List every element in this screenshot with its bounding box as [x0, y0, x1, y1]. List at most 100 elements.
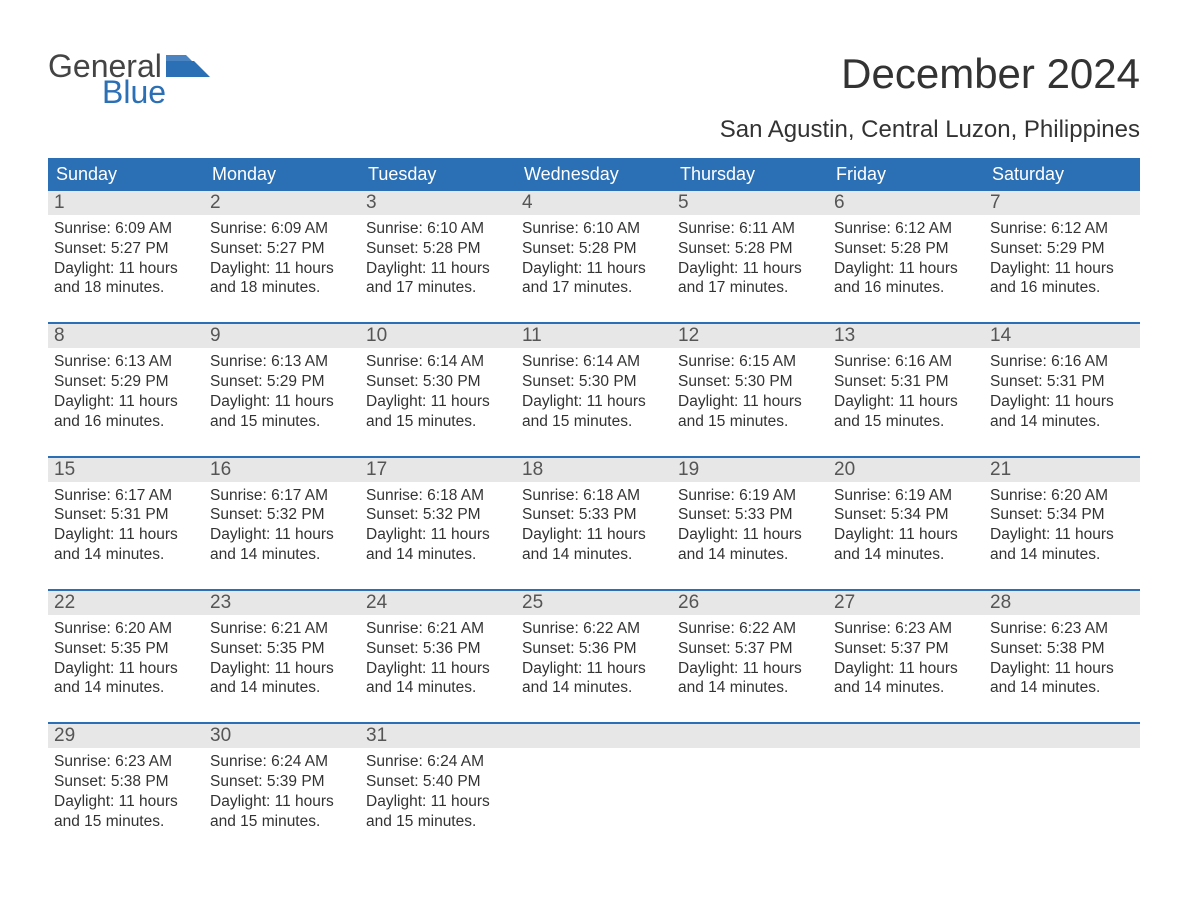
day-details: Sunrise: 6:17 AMSunset: 5:31 PMDaylight:…: [48, 482, 204, 569]
day-day1: Daylight: 11 hours: [990, 259, 1134, 279]
day-number: 21: [984, 458, 1140, 482]
day-number: 19: [672, 458, 828, 482]
day-sunset: Sunset: 5:32 PM: [366, 505, 510, 525]
day-sunrise: Sunrise: 6:22 AM: [522, 619, 666, 639]
day-day1: Daylight: 11 hours: [522, 525, 666, 545]
day-day1: Daylight: 11 hours: [210, 259, 354, 279]
day-sunrise: Sunrise: 6:16 AM: [834, 352, 978, 372]
calendar-day: 28Sunrise: 6:23 AMSunset: 5:38 PMDayligh…: [984, 591, 1140, 702]
day-number: 16: [204, 458, 360, 482]
day-sunset: Sunset: 5:33 PM: [522, 505, 666, 525]
day-sunset: Sunset: 5:30 PM: [366, 372, 510, 392]
day-sunset: Sunset: 5:28 PM: [366, 239, 510, 259]
calendar-day: 6Sunrise: 6:12 AMSunset: 5:28 PMDaylight…: [828, 191, 984, 302]
day-sunset: Sunset: 5:27 PM: [54, 239, 198, 259]
day-number: 18: [516, 458, 672, 482]
day-sunset: Sunset: 5:29 PM: [210, 372, 354, 392]
calendar-day: 19Sunrise: 6:19 AMSunset: 5:33 PMDayligh…: [672, 458, 828, 569]
day-day2: and 14 minutes.: [366, 678, 510, 698]
day-day2: and 14 minutes.: [678, 678, 822, 698]
calendar-day: 9Sunrise: 6:13 AMSunset: 5:29 PMDaylight…: [204, 324, 360, 435]
calendar-day: 1Sunrise: 6:09 AMSunset: 5:27 PMDaylight…: [48, 191, 204, 302]
day-details: Sunrise: 6:23 AMSunset: 5:37 PMDaylight:…: [828, 615, 984, 702]
day-day1: Daylight: 11 hours: [54, 659, 198, 679]
day-sunrise: Sunrise: 6:16 AM: [990, 352, 1134, 372]
calendar-week: 1Sunrise: 6:09 AMSunset: 5:27 PMDaylight…: [48, 191, 1140, 302]
day-number: 26: [672, 591, 828, 615]
day-day1: Daylight: 11 hours: [366, 259, 510, 279]
day-day2: and 15 minutes.: [210, 412, 354, 432]
day-number: 3: [360, 191, 516, 215]
day-details: Sunrise: 6:20 AMSunset: 5:35 PMDaylight:…: [48, 615, 204, 702]
day-day2: and 15 minutes.: [366, 412, 510, 432]
day-details: Sunrise: 6:10 AMSunset: 5:28 PMDaylight:…: [360, 215, 516, 302]
day-details: Sunrise: 6:09 AMSunset: 5:27 PMDaylight:…: [48, 215, 204, 302]
weekday-header: Wednesday: [516, 158, 672, 191]
day-day1: Daylight: 11 hours: [366, 659, 510, 679]
calendar-day: 13Sunrise: 6:16 AMSunset: 5:31 PMDayligh…: [828, 324, 984, 435]
day-day1: Daylight: 11 hours: [990, 392, 1134, 412]
day-details: Sunrise: 6:23 AMSunset: 5:38 PMDaylight:…: [984, 615, 1140, 702]
day-day2: and 14 minutes.: [522, 545, 666, 565]
weekday-header: Sunday: [48, 158, 204, 191]
day-day1: Daylight: 11 hours: [366, 792, 510, 812]
day-details: Sunrise: 6:12 AMSunset: 5:29 PMDaylight:…: [984, 215, 1140, 302]
calendar-day: [672, 724, 828, 835]
day-details: Sunrise: 6:19 AMSunset: 5:33 PMDaylight:…: [672, 482, 828, 569]
day-day2: and 14 minutes.: [210, 678, 354, 698]
day-day1: Daylight: 11 hours: [834, 525, 978, 545]
day-sunset: Sunset: 5:34 PM: [990, 505, 1134, 525]
day-sunset: Sunset: 5:28 PM: [678, 239, 822, 259]
day-day1: Daylight: 11 hours: [54, 792, 198, 812]
day-number: 10: [360, 324, 516, 348]
day-number: 27: [828, 591, 984, 615]
day-sunrise: Sunrise: 6:17 AM: [210, 486, 354, 506]
day-number: 17: [360, 458, 516, 482]
day-number: 29: [48, 724, 204, 748]
day-number: 22: [48, 591, 204, 615]
day-number: [984, 724, 1140, 748]
day-day2: and 15 minutes.: [522, 412, 666, 432]
calendar-day: 24Sunrise: 6:21 AMSunset: 5:36 PMDayligh…: [360, 591, 516, 702]
day-sunset: Sunset: 5:27 PM: [210, 239, 354, 259]
calendar-day: 15Sunrise: 6:17 AMSunset: 5:31 PMDayligh…: [48, 458, 204, 569]
calendar-day: [828, 724, 984, 835]
day-day2: and 14 minutes.: [990, 545, 1134, 565]
day-sunrise: Sunrise: 6:17 AM: [54, 486, 198, 506]
day-day2: and 17 minutes.: [678, 278, 822, 298]
day-day1: Daylight: 11 hours: [210, 659, 354, 679]
calendar-day: 8Sunrise: 6:13 AMSunset: 5:29 PMDaylight…: [48, 324, 204, 435]
day-day1: Daylight: 11 hours: [990, 659, 1134, 679]
day-day1: Daylight: 11 hours: [54, 392, 198, 412]
day-day2: and 16 minutes.: [990, 278, 1134, 298]
day-number: 15: [48, 458, 204, 482]
calendar-day: 11Sunrise: 6:14 AMSunset: 5:30 PMDayligh…: [516, 324, 672, 435]
day-details: Sunrise: 6:21 AMSunset: 5:35 PMDaylight:…: [204, 615, 360, 702]
day-sunset: Sunset: 5:32 PM: [210, 505, 354, 525]
day-day2: and 14 minutes.: [366, 545, 510, 565]
day-details: Sunrise: 6:16 AMSunset: 5:31 PMDaylight:…: [984, 348, 1140, 435]
calendar-day: 18Sunrise: 6:18 AMSunset: 5:33 PMDayligh…: [516, 458, 672, 569]
day-details: Sunrise: 6:17 AMSunset: 5:32 PMDaylight:…: [204, 482, 360, 569]
day-number: 11: [516, 324, 672, 348]
calendar-day: 3Sunrise: 6:10 AMSunset: 5:28 PMDaylight…: [360, 191, 516, 302]
calendar-week: 8Sunrise: 6:13 AMSunset: 5:29 PMDaylight…: [48, 322, 1140, 435]
day-sunrise: Sunrise: 6:18 AM: [366, 486, 510, 506]
calendar-day: 23Sunrise: 6:21 AMSunset: 5:35 PMDayligh…: [204, 591, 360, 702]
day-day1: Daylight: 11 hours: [990, 525, 1134, 545]
day-day2: and 14 minutes.: [522, 678, 666, 698]
day-sunset: Sunset: 5:37 PM: [834, 639, 978, 659]
day-details: Sunrise: 6:14 AMSunset: 5:30 PMDaylight:…: [516, 348, 672, 435]
calendar: Sunday Monday Tuesday Wednesday Thursday…: [48, 158, 1140, 836]
page-title: December 2024: [841, 50, 1140, 98]
day-sunrise: Sunrise: 6:15 AM: [678, 352, 822, 372]
day-day1: Daylight: 11 hours: [522, 659, 666, 679]
day-number: 25: [516, 591, 672, 615]
day-sunrise: Sunrise: 6:23 AM: [990, 619, 1134, 639]
day-sunrise: Sunrise: 6:09 AM: [210, 219, 354, 239]
day-sunset: Sunset: 5:28 PM: [834, 239, 978, 259]
day-day2: and 14 minutes.: [834, 678, 978, 698]
day-day1: Daylight: 11 hours: [54, 525, 198, 545]
calendar-day: 30Sunrise: 6:24 AMSunset: 5:39 PMDayligh…: [204, 724, 360, 835]
day-sunset: Sunset: 5:29 PM: [54, 372, 198, 392]
